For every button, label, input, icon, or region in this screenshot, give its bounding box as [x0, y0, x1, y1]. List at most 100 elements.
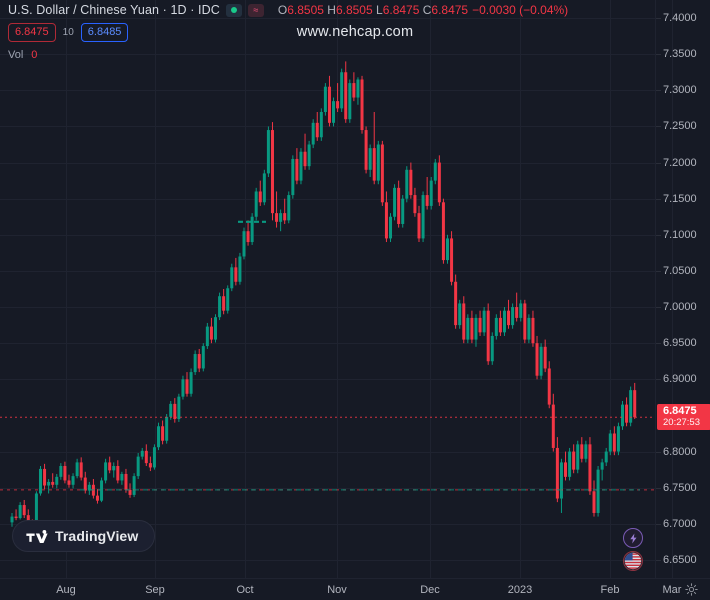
candlestick-svg — [0, 61, 655, 535]
price-tick-label: 6.9500 — [663, 337, 697, 350]
candle-body — [564, 462, 568, 477]
candle-body — [535, 343, 539, 376]
candle-body — [242, 231, 246, 257]
candle-body — [148, 463, 152, 468]
candle-body — [507, 310, 511, 326]
candle-body — [511, 307, 515, 326]
candle-body — [621, 404, 624, 427]
time-scale[interactable]: Aug Sep Oct Nov Dec 2023 Feb Mar — [0, 578, 710, 600]
candle-body — [79, 462, 83, 478]
candle-body — [140, 450, 144, 457]
grid-line-horizontal — [0, 90, 655, 91]
us-flag-button[interactable] — [623, 551, 643, 571]
time-tick-label: 2023 — [507, 584, 533, 596]
candle-body — [262, 173, 266, 203]
price-tick-mark — [656, 559, 661, 561]
candle-body — [600, 462, 604, 470]
candle-body — [209, 326, 213, 340]
candle-body — [250, 216, 254, 243]
candle-body — [539, 346, 543, 376]
candle-body — [38, 468, 42, 494]
candle-body — [596, 469, 600, 513]
candle-body — [454, 281, 458, 326]
candle-body — [568, 451, 572, 477]
candle-body — [116, 466, 120, 481]
candle-body — [315, 122, 319, 138]
candle-body — [75, 462, 79, 477]
price-tick-label: 7.0500 — [663, 264, 697, 277]
price-tick-label: 6.7000 — [663, 517, 697, 530]
chart-plot-area[interactable] — [0, 0, 655, 578]
candle-body — [43, 468, 47, 486]
candle-body — [165, 416, 169, 441]
candle-body — [629, 390, 633, 423]
candle-body — [270, 130, 274, 214]
candle-body — [83, 477, 87, 491]
tradingview-mark-icon — [26, 529, 48, 543]
candle-body — [319, 111, 323, 138]
candle-body — [144, 450, 148, 464]
tradingview-logo[interactable]: TradingView — [12, 520, 156, 552]
candle-body — [95, 495, 99, 501]
candle-body — [51, 481, 55, 485]
candle-body — [71, 476, 75, 485]
grid-line-horizontal — [0, 307, 655, 308]
candle-body — [47, 481, 51, 486]
time-tick-label: Oct — [236, 584, 254, 596]
candle-body — [405, 169, 409, 199]
price-tick-label: 6.6500 — [663, 553, 697, 566]
settings-gear-icon[interactable] — [685, 583, 698, 596]
candle-body — [295, 158, 299, 181]
candle-body — [352, 83, 356, 98]
candle-body — [612, 433, 616, 452]
candle-body — [502, 310, 506, 333]
candle-body — [572, 451, 576, 470]
candle-body — [559, 462, 563, 499]
candle-body — [18, 505, 22, 519]
candle-body — [397, 187, 401, 224]
candle-body — [498, 317, 502, 333]
price-tick-label: 6.9000 — [663, 373, 697, 386]
candle-body — [311, 122, 315, 145]
price-tick-mark — [656, 307, 661, 309]
candle-body — [63, 466, 67, 481]
current-price-time: 20:27:53 — [663, 417, 700, 429]
candle-body — [173, 403, 177, 420]
grid-line-vertical — [520, 0, 521, 578]
price-tick-label: 6.7500 — [663, 481, 697, 494]
price-tick-mark — [656, 379, 661, 381]
price-tick-mark — [656, 18, 661, 20]
candle-body — [177, 396, 181, 420]
candle-body — [413, 195, 417, 214]
price-tick-label: 7.2000 — [663, 156, 697, 169]
candle-body — [421, 195, 425, 239]
price-scale[interactable]: 6.8475 20:27:53 7.4000 7.3500 7.3000 7.2500… — [655, 0, 710, 578]
candle-body — [425, 195, 429, 206]
alert-button[interactable] — [623, 528, 643, 548]
candle-body — [258, 191, 262, 203]
candle-body — [234, 267, 238, 282]
candle-body — [185, 379, 189, 394]
candle-body — [327, 86, 331, 123]
candle-body — [580, 444, 584, 459]
candle-body — [291, 158, 295, 196]
grid-line-vertical — [66, 0, 67, 578]
candle-body — [193, 354, 197, 373]
price-tick-mark — [656, 126, 661, 128]
candle-body — [584, 444, 588, 459]
candle-body — [441, 202, 445, 261]
candle-body — [152, 447, 156, 468]
candle-body — [604, 451, 608, 463]
candle-body — [108, 462, 112, 471]
candle-body — [466, 317, 470, 340]
candle-body — [226, 288, 230, 311]
candle-body — [205, 326, 209, 347]
candle-body — [55, 476, 59, 485]
candle-body — [523, 303, 527, 340]
candle-body — [22, 505, 26, 516]
price-tick-mark — [656, 198, 661, 200]
candle-body — [515, 307, 519, 318]
candle-body — [112, 466, 116, 471]
grid-line-horizontal — [0, 163, 655, 164]
